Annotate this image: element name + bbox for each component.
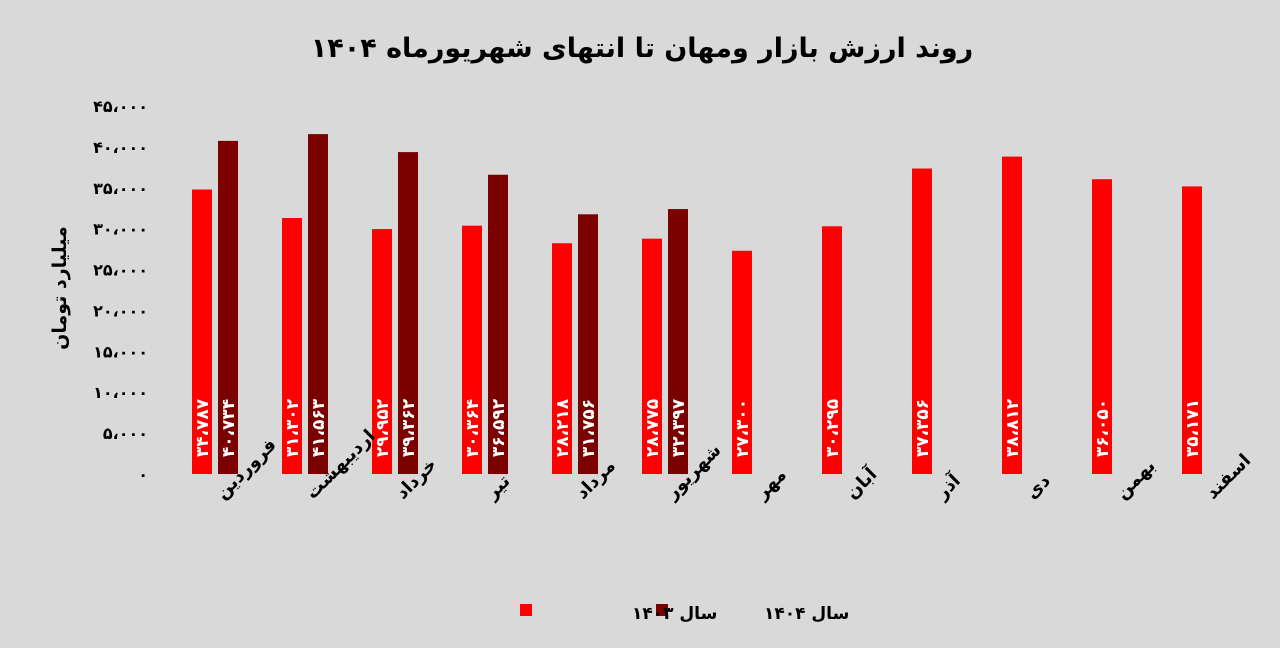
bar-data-label: ۳۷،۳۵۶ bbox=[913, 399, 933, 457]
bar-series-2 bbox=[578, 214, 598, 474]
bar-series-2 bbox=[488, 174, 508, 474]
bar-series-1 bbox=[552, 243, 572, 474]
bar-series-1 bbox=[642, 238, 662, 474]
bar-series-2 bbox=[218, 140, 238, 474]
bar-series-1 bbox=[192, 189, 212, 474]
bar-data-label: ۲۸،۲۱۸ bbox=[553, 398, 573, 457]
bar-series-1 bbox=[1182, 186, 1202, 474]
x-category-label: مهر bbox=[751, 464, 791, 504]
x-category-label: تیر bbox=[481, 471, 514, 504]
y-tick-label: ۵،۰۰۰ bbox=[103, 424, 148, 443]
bar-series-1 bbox=[732, 250, 752, 474]
x-category-label: آبان bbox=[840, 462, 882, 504]
x-category-label: آذر bbox=[930, 468, 966, 504]
bar-data-label: ۳۸،۸۱۲ bbox=[1003, 398, 1023, 457]
y-tick-label: ۳۰،۰۰۰ bbox=[93, 220, 148, 239]
legend-swatch bbox=[656, 604, 668, 616]
bar-series-1 bbox=[282, 218, 302, 474]
bar-data-label: ۳۱،۳۰۲ bbox=[283, 398, 303, 457]
bars: ۳۴،۷۸۷ ۴۰،۷۳۴ ۳۱،۳۰۲ ۴۱،۵۶۳ ۲۹،۹۵۲ ۳۹،۳۶۲ ۳۰،۳… bbox=[192, 134, 1203, 475]
bar-data-label: ۳۰،۳۶۴ bbox=[463, 399, 483, 457]
bar-data-label: ۳۰،۲۹۵ bbox=[823, 399, 843, 457]
bar-series-2 bbox=[398, 152, 418, 474]
chart-title: روند ارزش بازار ومهان تا انتهای شهریورما… bbox=[311, 33, 973, 64]
legend-swatch bbox=[520, 604, 532, 616]
bar-series-2 bbox=[668, 209, 688, 475]
y-tick-label: ۲۵،۰۰۰ bbox=[93, 261, 148, 280]
y-tick-label: ۱۰،۰۰۰ bbox=[93, 383, 148, 402]
y-tick-label: ۴۵،۰۰۰ bbox=[93, 97, 148, 116]
bar-data-label: ۳۵،۱۷۱ bbox=[1183, 399, 1203, 457]
y-tick-label: ۰ bbox=[138, 465, 148, 484]
y-tick-label: ۴۰،۰۰۰ bbox=[93, 138, 148, 157]
bar-data-label: ۳۱،۷۵۶ bbox=[579, 399, 599, 457]
y-axis-ticks: ۰ ۵،۰۰۰ ۱۰،۰۰۰ ۱۵،۰۰۰ ۲۰،۰۰۰ ۲۵،۰۰۰ ۳۰،۰۰۰ ۳۵،۰… bbox=[93, 97, 148, 484]
bar-series-1 bbox=[372, 229, 392, 474]
y-tick-label: ۳۵،۰۰۰ bbox=[93, 179, 148, 198]
bar-data-label: ۳۶،۵۹۲ bbox=[489, 398, 509, 457]
y-axis-label: میلیارد تومان bbox=[49, 226, 71, 350]
bar-series-1 bbox=[912, 168, 932, 475]
bar-data-label: ۳۹،۳۶۲ bbox=[399, 398, 419, 457]
x-category-label: اسفند bbox=[1202, 450, 1255, 503]
bar-series-2 bbox=[308, 134, 328, 474]
legend-label: سال ۱۴۰۴ bbox=[764, 604, 849, 624]
bar-data-label: ۳۶،۰۵۰ bbox=[1093, 399, 1113, 457]
x-category-label: بهمن bbox=[1112, 456, 1160, 504]
bar-data-label: ۳۲،۳۹۷ bbox=[669, 398, 689, 457]
legend-label: سال ۱۴۰۳ bbox=[632, 604, 717, 624]
y-tick-label: ۲۰،۰۰۰ bbox=[93, 301, 148, 320]
bar-data-label: ۴۱،۵۶۳ bbox=[309, 398, 329, 457]
bar-data-label: ۲۹،۹۵۲ bbox=[373, 398, 393, 457]
bar-data-label: ۳۴،۷۸۷ bbox=[193, 398, 213, 457]
bar-series-1 bbox=[1002, 156, 1022, 474]
bar-data-label: ۲۸،۷۷۵ bbox=[643, 399, 663, 457]
bar-data-label: ۲۷،۳۰۰ bbox=[733, 399, 753, 457]
x-category-label: دی bbox=[1022, 470, 1055, 503]
legend: سال ۱۴۰۴ سال ۱۴۰۳ bbox=[520, 604, 849, 624]
bar-data-label: ۴۰،۷۳۴ bbox=[219, 399, 239, 457]
y-tick-label: ۱۵،۰۰۰ bbox=[93, 342, 148, 361]
bar-series-1 bbox=[822, 226, 842, 474]
bar-series-1 bbox=[462, 225, 482, 474]
bar-series-1 bbox=[1092, 179, 1112, 475]
